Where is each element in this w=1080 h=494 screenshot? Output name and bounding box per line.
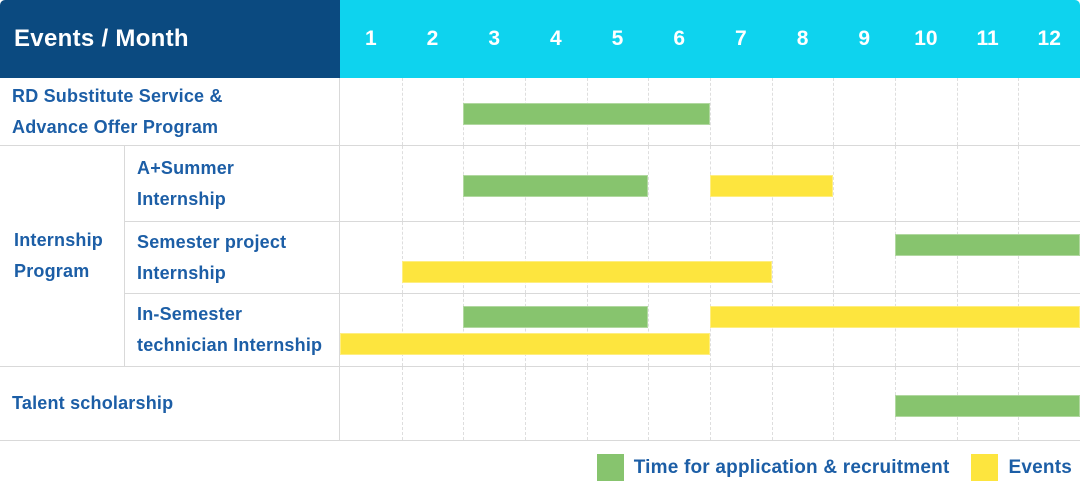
- month-header-cell-11: 11: [976, 27, 999, 50]
- bar-line: [340, 174, 1080, 197]
- recruitment-bar: [463, 174, 649, 197]
- month-gridline: [648, 294, 650, 366]
- table-row-a-summer: A+Summer Internship: [125, 146, 1080, 222]
- event-bar: [710, 306, 1080, 328]
- bar-line: [340, 102, 1080, 125]
- recruitment-bar: [463, 102, 710, 125]
- header-title: Events / Month: [14, 25, 189, 52]
- month-header-cell-8: 8: [796, 27, 809, 50]
- events-swatch: [971, 454, 999, 481]
- month-gridline: [1018, 294, 1020, 366]
- internship-subrows: A+Summer Internship Semester project Int…: [125, 146, 1080, 366]
- table-row-semester-project: Semester project Internship: [125, 222, 1080, 294]
- month-gridline: [525, 294, 526, 366]
- row-label-text: A+Summer Internship: [137, 157, 235, 209]
- recruitment-swatch: [596, 454, 624, 481]
- row-label-talent-scholarship: Talent scholarship: [0, 367, 340, 440]
- month-gridline: [586, 294, 588, 366]
- event-bar: [401, 260, 772, 283]
- legend-label-events: Events: [1008, 456, 1072, 478]
- table-body: RD Substitute Service & Advance Offer Pr…: [0, 78, 1080, 441]
- gantt-area-rd-substitute: [340, 78, 1080, 145]
- event-bar: [710, 174, 834, 197]
- legend-label-recruitment: Time for application & recruitment: [633, 456, 950, 478]
- events-month-header: Events / Month: [0, 0, 340, 78]
- gantt-area-in-semester: [340, 294, 1080, 366]
- month-header-cell-2: 2: [426, 27, 439, 50]
- row-label-text: Talent scholarship: [12, 393, 174, 414]
- bar-line: [340, 233, 1080, 256]
- month-header-cell-7: 7: [735, 27, 747, 50]
- month-gridline: [833, 294, 835, 366]
- month-gridline: [401, 294, 403, 366]
- month-header-cell-5: 5: [611, 27, 624, 50]
- bar-line: [340, 333, 1080, 355]
- table-row-rd-substitute: RD Substitute Service & Advance Offer Pr…: [0, 78, 1080, 146]
- bar-line: [340, 394, 1080, 417]
- table-header-row: Events / Month 1 2 3 4 5 6 7 8 9 10 11 12: [0, 0, 1080, 78]
- table-row-talent-scholarship: Talent scholarship: [0, 367, 1080, 441]
- month-header-row: 1 2 3 4 5 6 7 8 9 10 11 12: [340, 0, 1080, 78]
- row-label-rd-substitute: RD Substitute Service & Advance Offer Pr…: [0, 78, 340, 145]
- month-header-cell-10: 10: [914, 27, 938, 50]
- legend-item-events: Events: [971, 454, 1072, 481]
- row-label-in-semester: In-Semester technician Internship: [125, 294, 340, 366]
- month-header-cell-1: 1: [364, 27, 377, 50]
- month-header-cell-9: 9: [858, 27, 871, 50]
- recruitment-bar: [895, 233, 1080, 256]
- row-label-text: Semester project Internship: [137, 231, 287, 283]
- table-row-in-semester: In-Semester technician Internship: [125, 294, 1080, 366]
- legend: Time for application & recruitment Event…: [0, 441, 1080, 494]
- month-header-cell-6: 6: [673, 27, 686, 50]
- row-label-semester-project: Semester project Internship: [125, 222, 340, 293]
- gantt-area-a-summer: [340, 146, 1080, 221]
- month-gridline: [895, 294, 896, 366]
- legend-item-recruitment: Time for application & recruitment: [596, 454, 950, 481]
- group-label-text: Internship Program: [14, 230, 104, 281]
- month-header-cell-3: 3: [488, 27, 501, 50]
- gantt-area-semester-project: [340, 222, 1080, 293]
- month-gridline: [771, 294, 773, 366]
- row-label-text: In-Semester technician Internship: [137, 304, 323, 355]
- month-gridline: [956, 294, 958, 366]
- table-group-internship-program: Internship Program A+Summer Internship S…: [0, 146, 1080, 367]
- event-bar: [340, 333, 710, 355]
- group-label-internship-program: Internship Program: [0, 146, 125, 366]
- month-gridline: [710, 294, 711, 366]
- gantt-area-talent-scholarship: [340, 367, 1080, 440]
- month-gridline: [463, 294, 465, 366]
- bar-line: [340, 306, 1080, 328]
- recruitment-bar: [895, 394, 1080, 417]
- row-label-text: RD Substitute Service & Advance Offer Pr…: [12, 85, 223, 137]
- month-header-cell-4: 4: [550, 27, 562, 50]
- month-header-cell-12: 12: [1037, 27, 1061, 50]
- recruitment-bar: [463, 306, 649, 328]
- row-label-a-summer: A+Summer Internship: [125, 146, 340, 221]
- bar-line: [340, 260, 1080, 283]
